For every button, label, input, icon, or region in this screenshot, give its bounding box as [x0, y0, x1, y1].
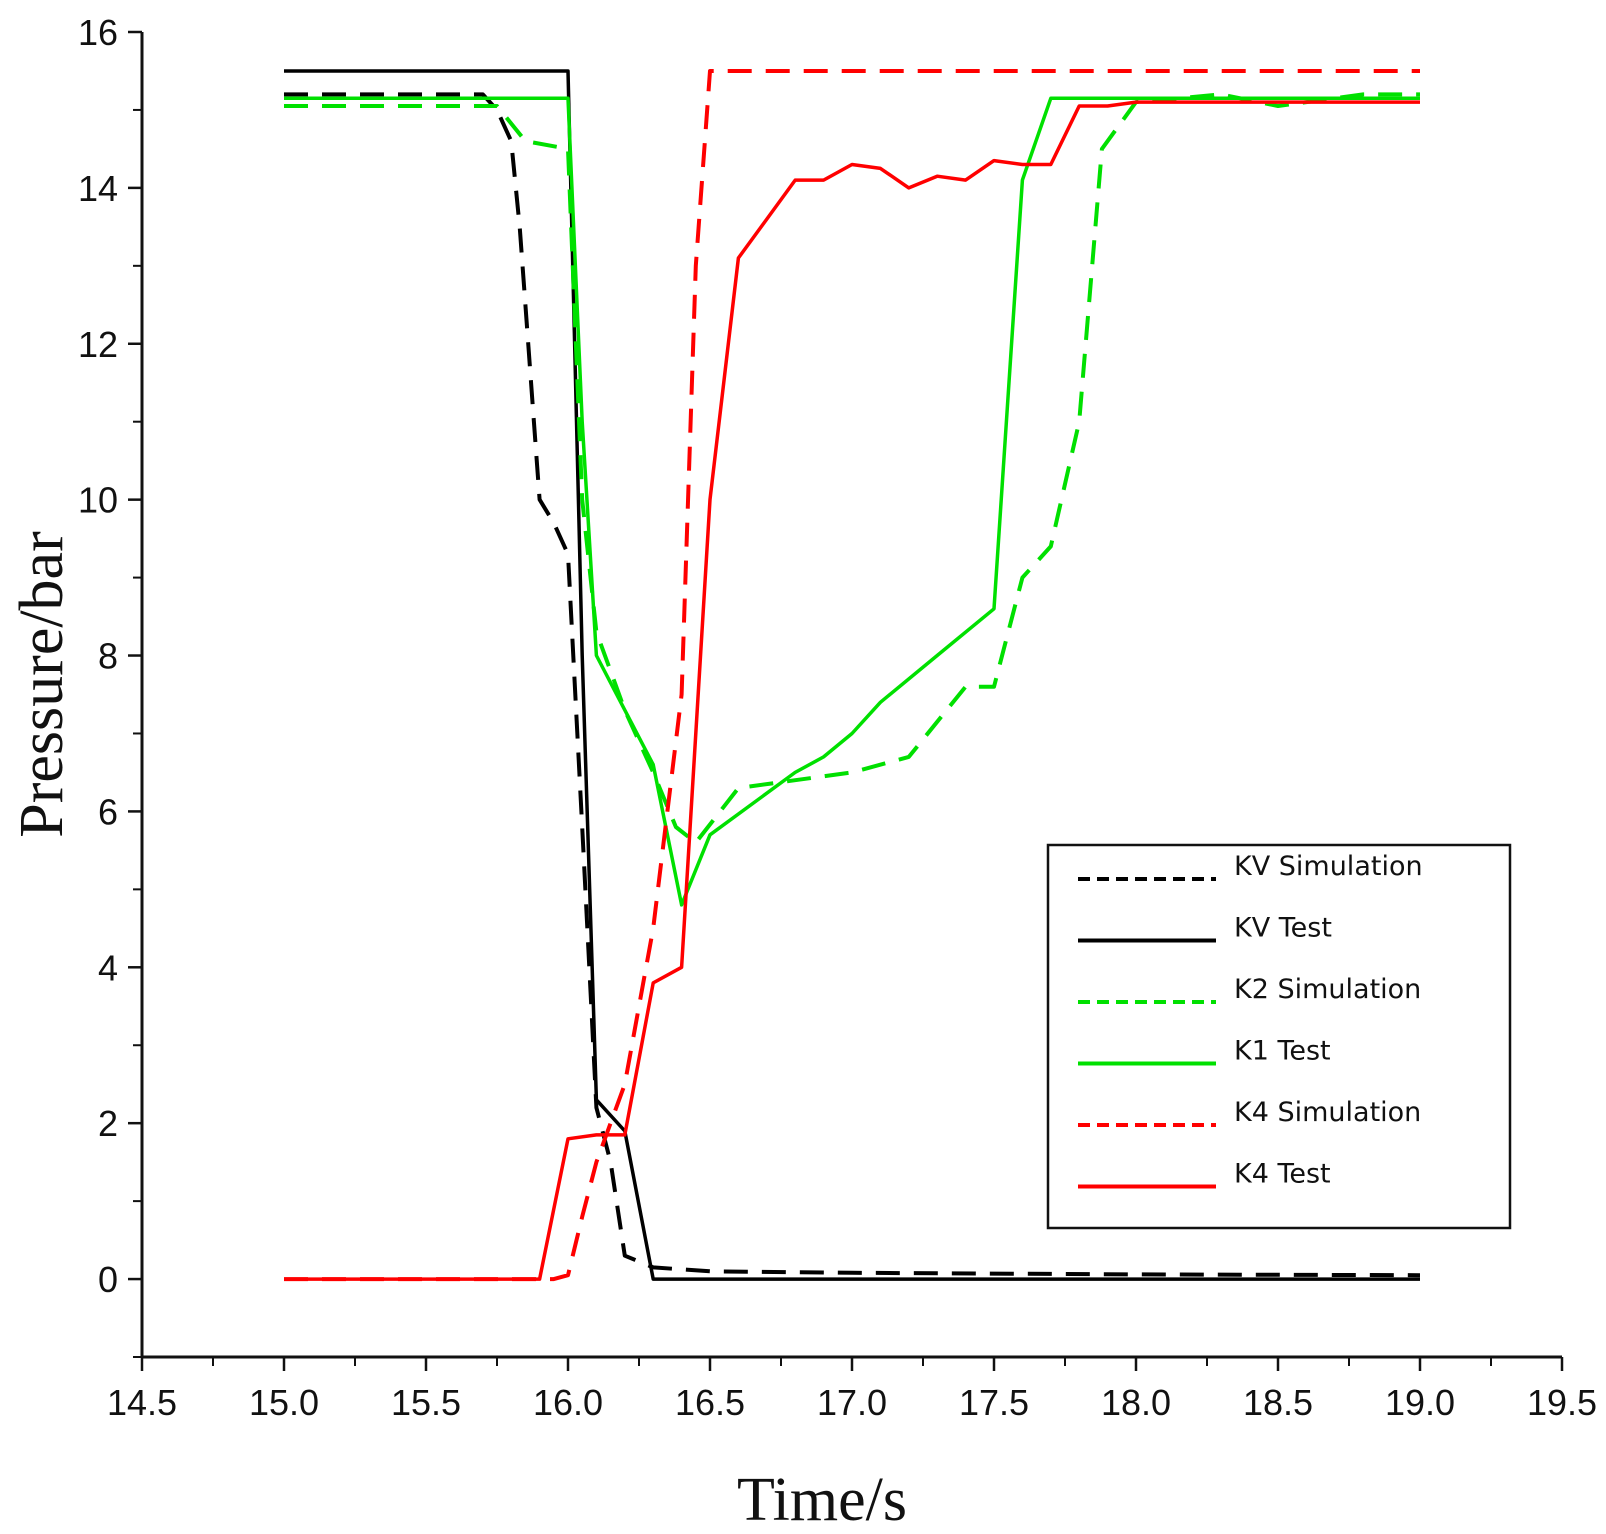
- legend-label: K2 Simulation: [1234, 974, 1421, 1005]
- legend-label: KV Test: [1234, 913, 1332, 944]
- x-tick-label: 18.5: [1243, 1382, 1313, 1423]
- series-line-k1-test: [284, 96, 1420, 907]
- x-tick-label: 14.5: [107, 1382, 177, 1423]
- legend: KV Simulation KV Test K2 Simulation K1 Test…: [1046, 843, 1512, 1230]
- y-axis-title: Pressure/bar: [8, 531, 76, 838]
- y-tick-label: 2: [98, 1103, 118, 1144]
- y-tick-label: 16: [78, 12, 118, 53]
- y-tick-label: 0: [98, 1259, 118, 1300]
- legend-label: KV Simulation: [1234, 851, 1423, 882]
- axes: 14.5 15.0 15.5 16.0 16.5 17.0 17.5 18.0 18.5 19.0…: [8, 12, 1597, 1534]
- x-tick-label: 15.0: [249, 1382, 319, 1423]
- x-tick-label: 19.5: [1527, 1382, 1597, 1423]
- legend-box: [1046, 843, 1512, 1230]
- legend-label: K4 Test: [1234, 1159, 1331, 1190]
- x-tick-label: 17.5: [959, 1382, 1029, 1423]
- x-tick-label: 16.0: [533, 1382, 603, 1423]
- x-tick-label: 15.5: [391, 1382, 461, 1423]
- y-tick-label: 12: [78, 324, 118, 365]
- legend-label: K1 Test: [1234, 1036, 1331, 1067]
- y-tick-label: 8: [98, 636, 118, 677]
- x-tick-label: 16.5: [675, 1382, 745, 1423]
- series-line-k4-test: [284, 100, 1420, 1281]
- x-tick-label: 19.0: [1385, 1382, 1455, 1423]
- legend-label: K4 Simulation: [1234, 1097, 1421, 1128]
- series-line-k2-simulation: [284, 92, 1420, 845]
- x-axis-title: Time/s: [737, 1466, 907, 1534]
- y-tick-label: 10: [78, 480, 118, 521]
- x-tick-label: 17.0: [817, 1382, 887, 1423]
- series-lines: [284, 69, 1421, 1282]
- x-tick-label: 18.0: [1101, 1382, 1171, 1423]
- y-tick-label: 6: [98, 791, 118, 832]
- y-tick-label: 14: [78, 168, 118, 209]
- y-tick-label: 4: [98, 947, 118, 988]
- series-line-k4-simulation: [284, 69, 1420, 1282]
